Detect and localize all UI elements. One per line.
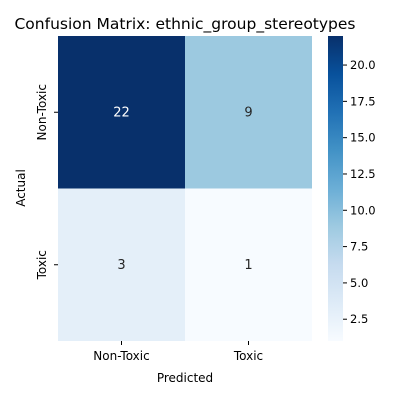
heatmap-cell-value: 3 [117,258,125,273]
y-tick-label: Non-Toxic [35,84,49,140]
heatmap-cell-value: 1 [244,258,252,273]
heatmap-cells [58,36,312,341]
y-tick-label: Toxic [35,250,49,280]
heatmap-cell [185,188,312,341]
colorbar-tick-label: 12.5 [350,167,376,181]
colorbar-tick-label: 2.5 [350,312,368,326]
y-axis-ticks: Non-Toxic Toxic [35,84,58,280]
heatmap-cell-value: 9 [244,105,252,120]
x-axis-label: Predicted [157,371,213,385]
x-tick-label: Non-Toxic [93,349,149,363]
chart-title: Confusion Matrix: ethnic_group_stereotyp… [14,15,355,34]
colorbar [328,36,343,341]
colorbar-tick-label: 17.5 [350,94,376,108]
heatmap-cell-labels: 22 9 3 1 [113,105,252,273]
heatmap-cell [185,36,312,189]
colorbar-tick-label: 5.0 [350,276,368,290]
colorbar-ticks: 2.5 5.0 7.5 10.0 12.5 15.0 17.5 20.0 [343,58,376,326]
colorbar-tick-label: 20.0 [350,58,376,72]
x-tick-label: Toxic [233,349,263,363]
colorbar-tick-label: 7.5 [350,240,368,254]
heatmap-cell [58,188,185,341]
heatmap-cell [58,36,185,189]
x-axis-ticks: Non-Toxic Toxic [93,341,263,363]
heatmap-cell-value: 22 [113,105,130,120]
colorbar-tick-label: 10.0 [350,203,376,217]
y-axis-label: Actual [14,169,28,207]
colorbar-tick-label: 15.0 [350,131,376,145]
